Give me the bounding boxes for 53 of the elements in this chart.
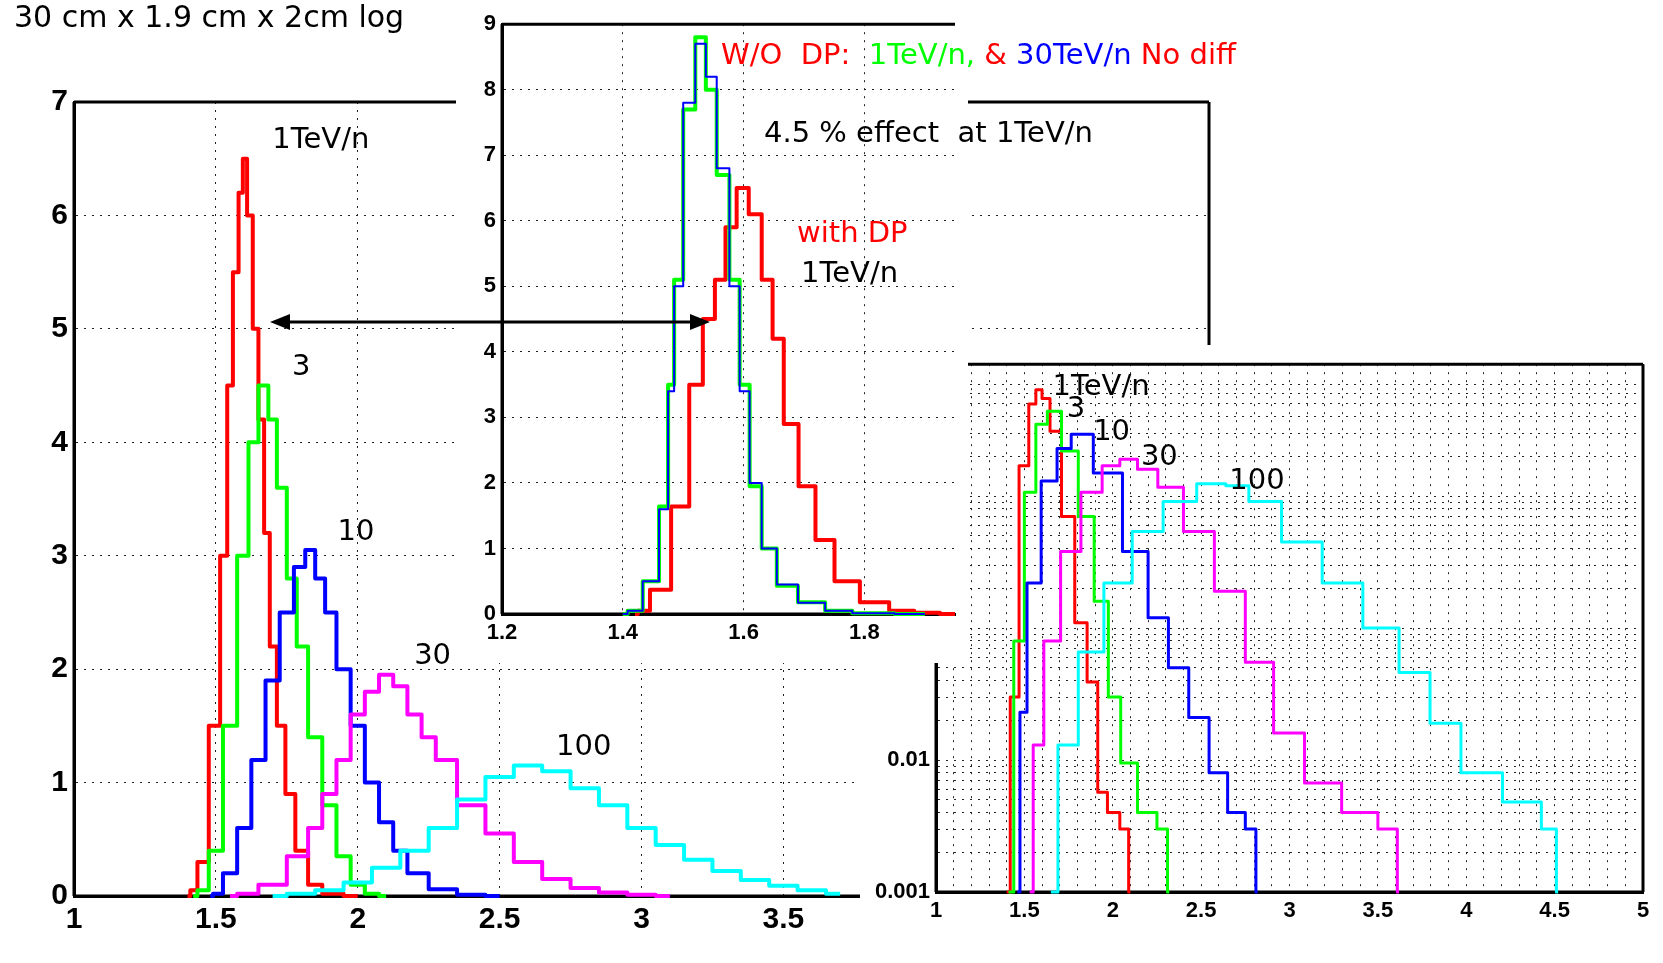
x-tick-label: 3.5 [762,901,805,935]
y-tick-label: 2 [483,469,496,494]
text: 30TeV/n [1016,37,1133,71]
x-tick-label: 1.6 [728,619,759,645]
x-tick-label: 5 [1636,897,1650,923]
x-tick-label: 3 [633,901,650,935]
y-tick-label: 5 [483,272,496,298]
annotation: 4.5 % effect at 1TeV/n [764,115,1093,149]
series-label: 100 [556,728,612,763]
y-tick-label: 3 [51,536,68,570]
y-tick-label: 7 [51,83,68,117]
text: 1TeV/n, [868,37,977,71]
y-tick-label: 3 [483,403,496,429]
series-label: 100 [1229,462,1285,497]
y-tick-label: 0.001 [874,878,930,904]
x-tick-label: 4.5 [1539,897,1570,923]
x-tick-label: 2.5 [478,901,521,935]
x-tick-label: 1.4 [607,619,639,645]
x-tick-label: 3.5 [1362,897,1394,923]
x-tick-label: 2.5 [1185,897,1217,923]
x-tick-label: 1.8 [849,619,880,645]
y-tick-label: 7 [483,141,496,167]
series-label: 1TeV/n [272,121,370,156]
series-label: with DP [797,215,908,249]
series-label: 10 [1093,412,1131,447]
y-tick-label: 4 [51,423,69,457]
y-tick-label: 6 [51,196,68,230]
x-tick-label: 2 [349,901,367,935]
series-label: 10 [337,512,375,547]
y-tick-label: 4 [483,337,497,363]
y-tick-label: 1 [483,534,496,560]
y-tick-label: 0 [51,877,68,911]
y-tick-label: 8 [483,75,496,101]
x-tick-label: 1.2 [486,619,518,645]
x-tick-label: 1.5 [195,901,237,935]
x-tick-label: 1.5 [1009,897,1040,923]
chart-title: 30 cm x 1.9 cm x 2cm log [14,0,405,34]
x-tick-label: 3 [1283,897,1296,923]
series-label: 3 [292,348,311,383]
annotation: 1TeV/n [801,255,899,289]
text: No diff [1140,37,1236,71]
y-tick-label: 0.01 [887,746,930,772]
y-tick-label: 6 [483,206,496,232]
x-tick-label: 4 [1460,897,1474,923]
series-label: 30 [414,637,452,672]
x-tick-label: 2 [1106,897,1119,923]
annotation: W/O DP: [721,37,852,71]
series-label: 30 [1140,437,1178,472]
y-tick-label: 2 [51,650,68,684]
y-tick-label: 1 [51,763,68,797]
text: & [984,37,1008,71]
y-tick-label: 9 [483,10,496,36]
y-tick-label: 5 [51,310,68,344]
